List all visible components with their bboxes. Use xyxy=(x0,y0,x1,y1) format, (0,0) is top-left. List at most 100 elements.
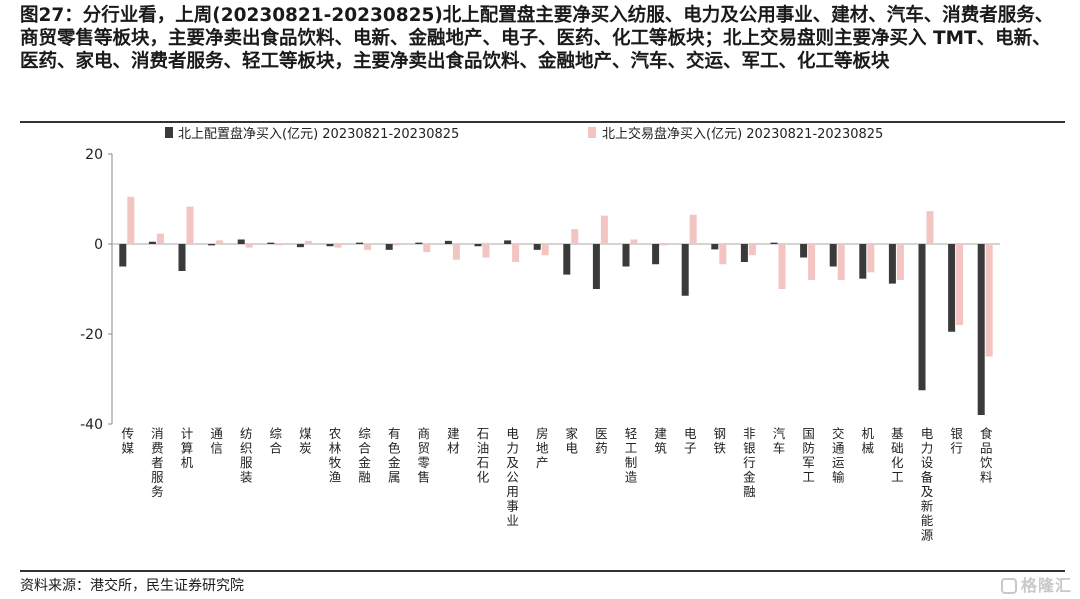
bar-series2-25 xyxy=(837,244,845,280)
bar-series2-12 xyxy=(452,244,460,260)
x-tick-char: 料 xyxy=(980,470,993,485)
x-tick-char: 石 xyxy=(477,455,490,470)
watermark-text: 格隆汇 xyxy=(1020,576,1072,595)
x-tick-char: 综 xyxy=(358,426,371,441)
bar-series2-10 xyxy=(393,244,401,246)
bar-series1-20 xyxy=(681,244,689,296)
bar-series2-30 xyxy=(985,244,993,357)
x-tick-char: 化 xyxy=(891,455,904,470)
bar-series1-6 xyxy=(267,242,275,244)
x-tick-char: 综 xyxy=(270,426,283,441)
bar-series1-5 xyxy=(237,239,245,244)
bar-series2-1 xyxy=(127,196,135,244)
x-tick-char: 织 xyxy=(240,441,253,456)
x-tick-char: 媒 xyxy=(122,441,135,456)
footer-divider xyxy=(20,570,1065,572)
x-tick-char: 交 xyxy=(832,426,845,441)
x-tick-label-12: 建材 xyxy=(447,426,460,456)
x-tick-char: 用 xyxy=(506,484,519,499)
bar-series1-12 xyxy=(444,240,452,244)
x-tick-char: 有 xyxy=(388,426,401,441)
bar-series2-21 xyxy=(719,244,727,265)
bar-series1-7 xyxy=(296,244,304,248)
x-tick-char: 牧 xyxy=(329,455,342,470)
bar-series2-4 xyxy=(216,240,224,244)
watermark-logo-icon xyxy=(1000,578,1017,594)
x-tick-label-2: 消费者服务 xyxy=(151,426,164,499)
x-tick-char: 家 xyxy=(566,426,579,441)
bar-series2-18 xyxy=(630,239,638,244)
bar-series1-16 xyxy=(563,244,571,275)
x-tick-char: 医 xyxy=(595,426,608,441)
x-tick-char: 建 xyxy=(447,426,460,441)
x-tick-char: 事 xyxy=(506,499,519,514)
watermark: 格隆汇 xyxy=(1000,572,1072,596)
x-tick-char: 售 xyxy=(418,470,431,485)
bar-series1-15 xyxy=(533,244,541,250)
x-tick-char: 电 xyxy=(566,441,579,456)
bar-series2-27 xyxy=(896,244,904,280)
legend-swatch-1 xyxy=(165,127,173,138)
x-tick-char: 制 xyxy=(625,455,638,470)
y-tick-label: 20 xyxy=(85,147,103,163)
y-tick-label: -20 xyxy=(80,327,103,343)
bar-series1-23 xyxy=(770,242,778,244)
legend-label-1: 北上配置盘净买入(亿元) 20230821-20230825 xyxy=(178,126,459,142)
bar-series1-27 xyxy=(888,244,896,284)
bar-series2-13 xyxy=(482,244,490,258)
x-tick-char: 公 xyxy=(506,470,519,485)
x-tick-char: 筑 xyxy=(654,441,667,456)
x-tick-char: 传 xyxy=(122,426,135,441)
bar-series1-17 xyxy=(592,244,600,289)
x-tick-label-27: 基础化工 xyxy=(891,426,904,485)
x-tick-char: 金 xyxy=(388,455,401,470)
x-tick-char: 融 xyxy=(743,484,756,499)
x-tick-char: 行 xyxy=(743,455,756,470)
y-tick-label: -40 xyxy=(80,417,103,433)
x-tick-char: 力 xyxy=(921,441,934,456)
bar-series1-30 xyxy=(977,244,985,415)
x-tick-char: 地 xyxy=(536,441,549,456)
x-tick-char: 属 xyxy=(388,470,401,485)
x-tick-char: 服 xyxy=(240,455,253,470)
bar-series2-29 xyxy=(956,244,964,325)
x-tick-char: 渔 xyxy=(329,470,342,485)
x-tick-char: 色 xyxy=(388,441,401,456)
x-tick-char: 务 xyxy=(151,484,164,499)
x-tick-char: 产 xyxy=(536,455,549,470)
x-tick-char: 合 xyxy=(270,441,283,456)
bar-series2-2 xyxy=(156,233,164,244)
x-tick-char: 计 xyxy=(181,426,194,441)
x-tick-char: 金 xyxy=(358,455,371,470)
bar-series2-23 xyxy=(778,244,786,289)
bar-series2-20 xyxy=(689,214,697,244)
x-tick-char: 化 xyxy=(477,470,490,485)
x-tick-char: 国 xyxy=(802,426,815,441)
bar-series1-3 xyxy=(178,244,186,271)
x-tick-label-15: 房地产 xyxy=(536,426,549,470)
bar-series2-8 xyxy=(334,244,342,248)
bar-series2-3 xyxy=(186,206,194,244)
bar-series1-26 xyxy=(859,244,867,279)
x-tick-char: 金 xyxy=(743,470,756,485)
bar-series2-15 xyxy=(541,244,549,256)
x-tick-char: 通 xyxy=(210,426,223,441)
x-tick-char: 基 xyxy=(891,426,904,441)
x-tick-label-11: 商贸零售 xyxy=(418,426,431,485)
x-tick-char: 纺 xyxy=(240,426,253,441)
x-tick-label-20: 电子 xyxy=(684,426,697,456)
bar-series2-6 xyxy=(275,244,283,246)
x-tick-char: 费 xyxy=(151,441,164,456)
x-tick-char: 电 xyxy=(921,426,934,441)
x-tick-char: 银 xyxy=(743,441,756,456)
x-tick-char: 煤 xyxy=(299,426,312,441)
bar-series1-8 xyxy=(326,244,334,247)
x-tick-char: 轻 xyxy=(625,426,638,441)
bar-series1-21 xyxy=(711,244,719,250)
x-tick-label-17: 医药 xyxy=(595,426,608,456)
x-tick-char: 汽 xyxy=(773,426,786,441)
x-tick-char: 商 xyxy=(418,426,431,441)
bar-series1-13 xyxy=(474,244,482,247)
bar-series1-22 xyxy=(740,244,748,262)
y-tick-label: 0 xyxy=(94,237,103,253)
